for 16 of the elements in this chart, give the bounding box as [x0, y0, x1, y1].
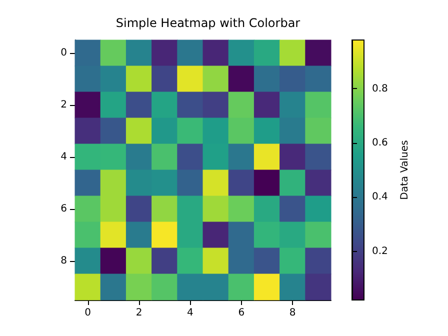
color-bar-label: 0.8	[372, 83, 388, 94]
y-tick-label: 4	[60, 152, 67, 162]
color-bar-label: 0.6	[372, 137, 388, 148]
color-bar-label: 0.4	[372, 192, 388, 203]
x-tick-label: 6	[238, 308, 245, 318]
y-tick-label: 6	[60, 204, 67, 214]
color-bar-label: 0.2	[372, 246, 388, 257]
chart-title: Simple Heatmap with Colorbar	[116, 16, 300, 30]
y-tick-label: 0	[60, 48, 67, 58]
x-tick-label: 0	[84, 308, 91, 318]
x-tick-label: 4	[187, 308, 194, 318]
y-tick-label: 2	[60, 100, 67, 110]
x-tick-label: 2	[136, 308, 142, 318]
y-tick-label: 8	[60, 256, 67, 266]
color-bar-title: Data Values	[400, 140, 410, 200]
x-tick-label: 8	[289, 308, 296, 318]
